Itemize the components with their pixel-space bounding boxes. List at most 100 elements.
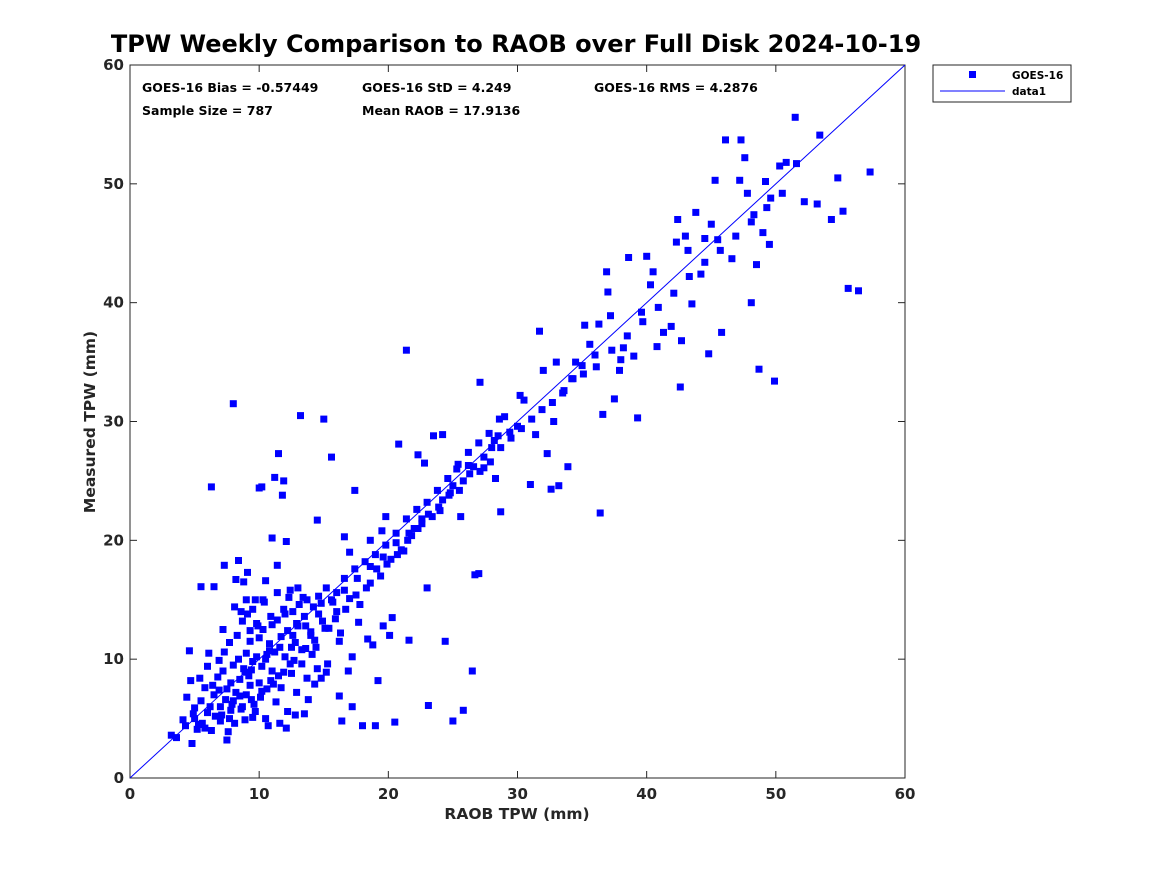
data-point — [387, 555, 395, 563]
data-point — [188, 740, 196, 747]
data-point — [382, 541, 390, 549]
data-point — [231, 603, 239, 611]
data-point — [322, 668, 330, 676]
line-data1 — [129, 64, 906, 779]
data-point — [464, 448, 472, 456]
y-tick-label: 60 — [103, 56, 124, 74]
data-point — [728, 255, 736, 263]
data-point — [311, 636, 319, 644]
data-point — [532, 431, 540, 439]
data-point — [293, 688, 301, 696]
data-point — [195, 721, 202, 728]
data-point — [229, 400, 237, 408]
data-point — [776, 162, 784, 170]
data-point — [315, 610, 323, 618]
data-point — [280, 477, 288, 485]
data-point — [267, 612, 275, 620]
data-point — [414, 525, 422, 532]
data-point — [324, 660, 332, 668]
data-point — [338, 717, 346, 725]
data-point — [342, 605, 350, 613]
data-point — [182, 722, 189, 730]
data-point — [660, 328, 667, 336]
data-point — [244, 568, 251, 576]
data-point — [348, 703, 356, 711]
data-point — [386, 631, 394, 639]
data-point — [288, 669, 295, 677]
data-point — [741, 154, 749, 162]
data-point — [402, 346, 410, 354]
data-point — [457, 513, 465, 521]
data-point — [262, 655, 270, 663]
data-point — [439, 496, 447, 504]
data-point — [514, 422, 521, 430]
data-point — [273, 616, 281, 624]
data-point — [572, 358, 580, 366]
data-point — [371, 722, 379, 730]
data-point — [674, 216, 682, 223]
data-point — [322, 584, 330, 592]
data-point — [494, 432, 502, 440]
data-point — [536, 327, 543, 335]
y-tick-label: 30 — [103, 413, 124, 431]
data-point — [309, 603, 317, 611]
data-point — [423, 584, 431, 592]
data-point — [348, 653, 356, 661]
data-point — [210, 583, 218, 591]
data-point — [418, 515, 426, 523]
data-point — [497, 508, 505, 516]
data-point — [337, 629, 344, 637]
data-point — [608, 346, 616, 354]
data-point — [520, 396, 528, 404]
data-point — [246, 681, 254, 689]
data-point — [428, 513, 436, 521]
data-point — [392, 539, 400, 547]
data-point — [716, 246, 724, 254]
data-point — [302, 645, 310, 652]
x-tick-label: 40 — [636, 785, 657, 803]
y-tick-label: 0 — [114, 769, 124, 787]
x-tick-label: 0 — [125, 785, 135, 803]
data-point — [302, 622, 310, 630]
data-point — [476, 467, 484, 475]
legend-box — [932, 64, 1072, 103]
data-point — [538, 406, 546, 414]
data-point — [395, 440, 403, 448]
data-point — [277, 684, 285, 692]
data-point — [762, 178, 769, 185]
data-point — [707, 220, 715, 228]
data-point — [206, 703, 214, 711]
data-point — [340, 574, 348, 582]
data-point — [356, 601, 364, 608]
data-point — [291, 711, 299, 719]
data-point — [251, 708, 259, 715]
data-point — [271, 473, 279, 481]
data-point — [187, 677, 195, 685]
data-point — [827, 216, 835, 223]
data-point — [528, 415, 536, 423]
data-point — [393, 551, 401, 559]
data-point — [480, 464, 488, 472]
data-point — [397, 546, 405, 554]
data-point — [402, 515, 410, 523]
data-point — [643, 252, 651, 260]
data-point — [430, 432, 437, 440]
data-point — [215, 686, 223, 694]
data-point — [382, 513, 390, 521]
data-point — [617, 356, 625, 364]
data-point — [470, 463, 478, 471]
data-point — [516, 391, 524, 399]
data-point — [300, 710, 308, 718]
data-point — [405, 529, 413, 537]
data-point — [245, 672, 253, 680]
data-point — [299, 593, 307, 601]
data-point — [189, 710, 197, 718]
data-point — [275, 672, 282, 680]
data-point — [352, 591, 360, 599]
data-point — [307, 631, 315, 639]
data-point — [459, 477, 467, 485]
y-tick-label: 10 — [103, 650, 124, 668]
data-point — [569, 375, 577, 383]
data-point — [359, 722, 366, 730]
data-point — [219, 667, 227, 675]
